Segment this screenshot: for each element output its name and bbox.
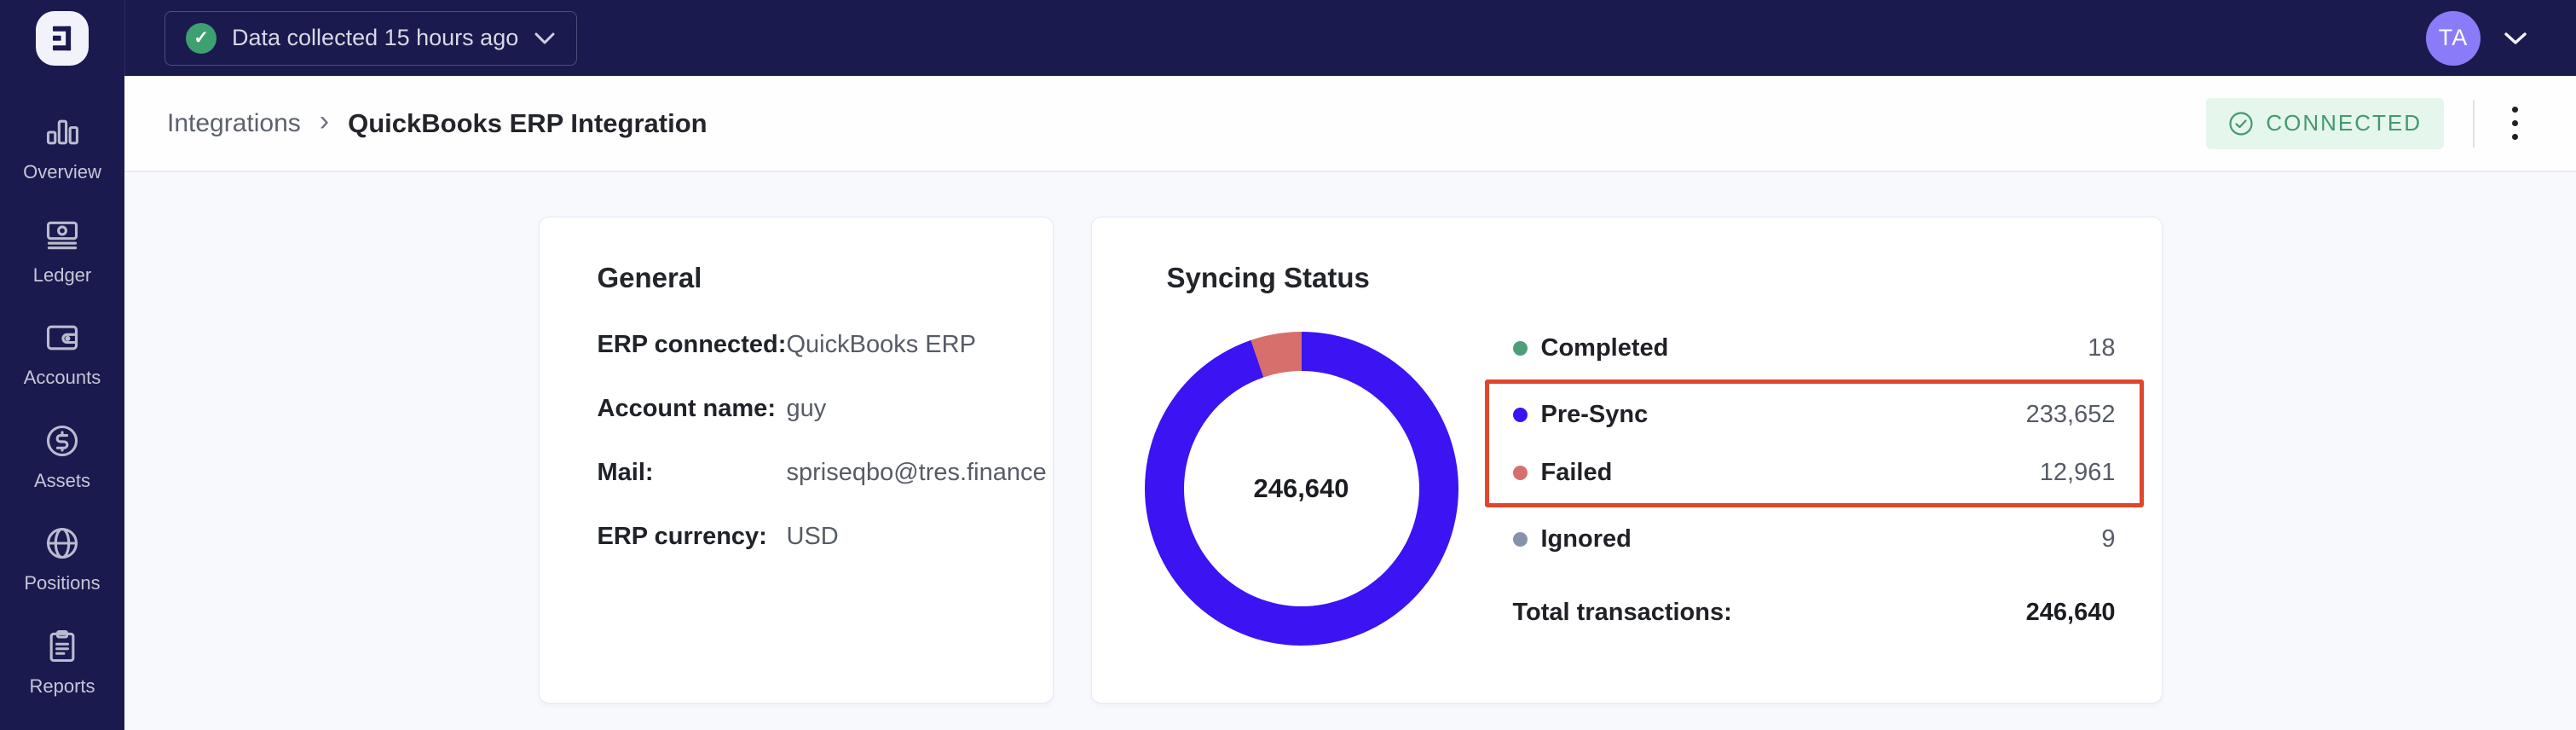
chevron-down-icon — [534, 32, 555, 43]
app-logo[interactable] — [0, 10, 124, 66]
syncing-donut-chart: 246,640 — [1144, 332, 1458, 646]
syncing-card-title: Syncing Status — [1166, 262, 1370, 293]
connected-status-badge: CONNECTED — [2206, 97, 2444, 149]
bar-chart-icon — [43, 113, 81, 151]
sidebar-item-label: Positions — [24, 572, 101, 594]
wallet-icon — [43, 319, 81, 356]
breadcrumb: Integrations › QuickBooks ERP Integratio… — [167, 107, 708, 141]
sidebar-item-accounts[interactable]: Accounts — [0, 319, 124, 422]
main-area: Integrations › QuickBooks ERP Integratio… — [124, 76, 2576, 730]
topbar-divider — [124, 0, 125, 76]
content: General ERP connected: QuickBooks ERP Ac… — [124, 172, 2576, 730]
total-transactions-row: Total transactions: 246,640 — [1512, 598, 2116, 626]
account-menu-button[interactable] — [2503, 31, 2528, 46]
erp-currency-row: ERP currency: USD — [597, 523, 839, 550]
sidebar-item-label: Ledger — [32, 264, 92, 286]
account-name-row: Account name: guy — [597, 395, 827, 422]
page-header: Integrations › QuickBooks ERP Integratio… — [124, 76, 2576, 172]
avatar-initials: TA — [2438, 25, 2469, 50]
legend-row-completed: Completed 18 — [1512, 316, 2116, 379]
connected-label: CONNECTED — [2266, 110, 2422, 136]
donut-total-value: 246,640 — [1253, 473, 1349, 503]
sidebar-item-label: Overview — [23, 161, 101, 182]
legend-row-ignored: Ignored 9 — [1512, 507, 2116, 571]
chevron-right-icon: › — [319, 104, 330, 137]
check-circle-outline-icon — [2229, 111, 2253, 136]
sidebar-item-label: Reports — [29, 675, 95, 697]
presync-dot-icon — [1512, 407, 1528, 422]
sidebar-item-label: Assets — [33, 469, 91, 491]
erp-connected-row: ERP connected: QuickBooks ERP — [597, 331, 976, 358]
completed-dot-icon — [1512, 340, 1528, 356]
avatar[interactable]: TA — [2426, 10, 2481, 66]
legend-row-failed: Failed 12,961 — [1512, 443, 2116, 501]
mail-row: Mail: spriseqbo@tres.finance — [597, 459, 1047, 486]
legend-row-presync: Pre-Sync 233,652 — [1512, 385, 2116, 443]
check-circle-icon: ✓ — [186, 22, 217, 54]
syncing-legend: Completed 18 Pre-Sync 233,652 — [1484, 316, 2144, 646]
annotation-highlight-box: Pre-Sync 233,652 Failed 12,961 — [1484, 379, 2144, 507]
general-card-title: General — [597, 262, 702, 293]
page-title: QuickBooks ERP Integration — [348, 107, 708, 138]
sidebar-item-assets[interactable]: Assets — [0, 422, 124, 525]
dollar-circle-icon — [43, 422, 81, 460]
topbar: ✓ Data collected 15 hours ago TA — [0, 0, 2576, 76]
donut-hole: 246,640 — [1183, 371, 1419, 606]
failed-dot-icon — [1512, 465, 1528, 480]
header-divider — [2473, 99, 2475, 148]
globe-icon — [43, 524, 81, 562]
ignored-dot-icon — [1512, 531, 1528, 547]
kebab-menu-button[interactable] — [2504, 98, 2527, 148]
clipboard-icon — [43, 628, 81, 665]
tres-logo-icon — [52, 26, 72, 50]
sidebar-item-label: Accounts — [23, 367, 101, 388]
data-collected-dropdown[interactable]: ✓ Data collected 15 hours ago — [165, 10, 578, 66]
data-collected-label: Data collected 15 hours ago — [232, 25, 519, 50]
sidebar-item-overview[interactable]: Overview — [0, 113, 124, 217]
sidebar: Overview Ledger Accounts — [0, 76, 124, 730]
breadcrumb-integrations-link[interactable]: Integrations — [167, 108, 301, 137]
sidebar-item-positions[interactable]: Positions — [0, 524, 124, 628]
sidebar-item-reports[interactable]: Reports — [0, 628, 124, 730]
banknote-icon — [43, 217, 81, 254]
syncing-status-card: Syncing Status 246,640 Completed 18 — [1090, 217, 2163, 704]
sidebar-item-ledger[interactable]: Ledger — [0, 217, 124, 320]
chevron-down-icon — [2504, 32, 2527, 44]
general-card: General ERP connected: QuickBooks ERP Ac… — [538, 217, 1054, 704]
